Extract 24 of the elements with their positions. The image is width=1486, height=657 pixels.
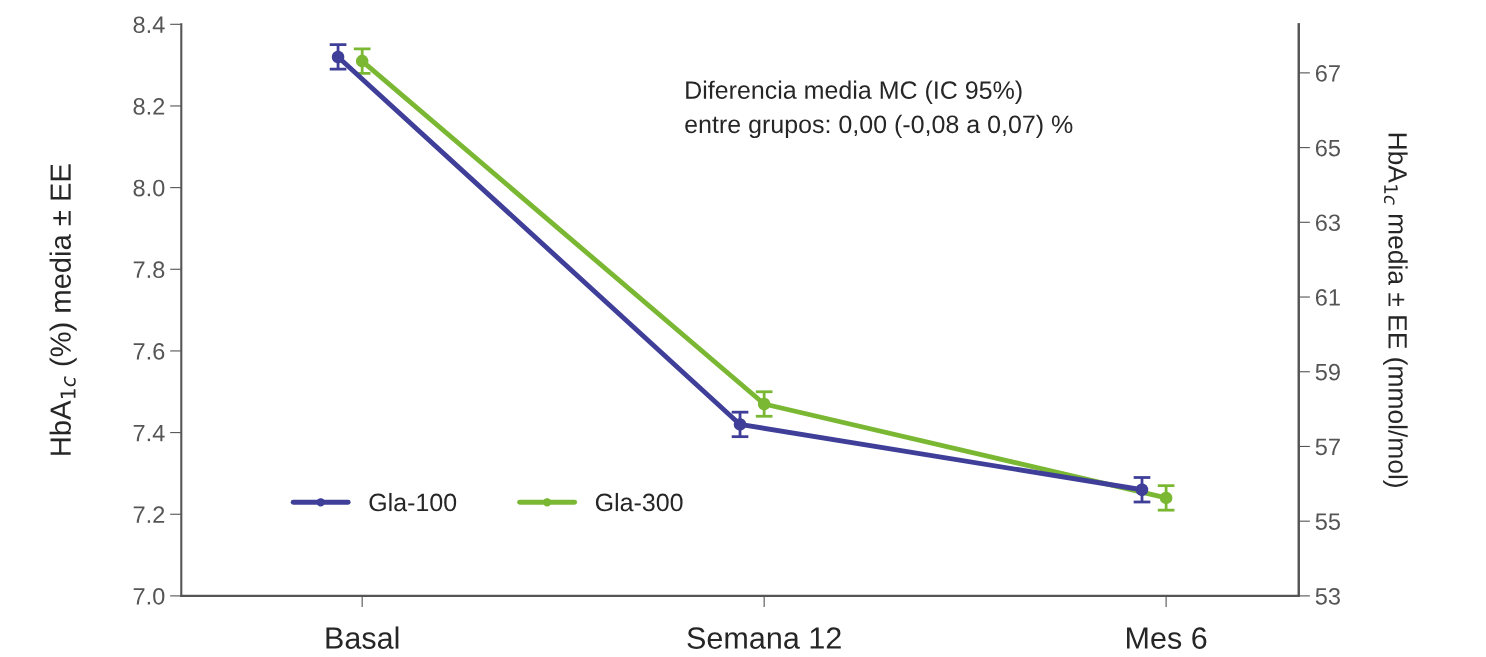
y-tick-label: 7.2	[133, 506, 165, 523]
legend-label: Gla-100	[369, 492, 457, 512]
x-tick-label: Semana 12	[687, 627, 841, 649]
y2-axis-title: HbA$_{1c}$ media ± EE (mmol/mol)	[1383, 133, 1408, 487]
y-tick-label: 7.4	[133, 424, 165, 442]
y2-tick-label: 59	[1315, 363, 1340, 381]
y2-tick-label: 57	[1315, 438, 1340, 456]
x-tick-label: Mes 6	[1127, 627, 1207, 649]
legend-label: Gla-300	[595, 492, 683, 512]
y2-tick-label: 61	[1315, 289, 1340, 306]
y-tick-label: 7.6	[133, 343, 165, 360]
y-axis-title: HbA$_{1c}$ (%) media ± EE	[49, 164, 77, 455]
y2-tick-label: 55	[1315, 513, 1341, 530]
y-tick-label: 7.0	[133, 587, 165, 605]
y2-tick-label: 65	[1315, 139, 1341, 157]
y2-tick-label: 63	[1315, 214, 1340, 232]
y-tick-label: 8.0	[133, 179, 165, 197]
y-tick-label: 8.2	[133, 98, 165, 115]
y2-tick-label: 53	[1315, 587, 1340, 605]
y2-tick-label: 67	[1315, 64, 1340, 82]
y-tick-label: 7.8	[133, 261, 165, 279]
y-tick-label: 8.4	[133, 16, 165, 34]
annotation: Diferencia media MC (IC 95%) entre grupos: 0,00 (-0,08 a 0,07) %	[685, 80, 1073, 139]
x-tick-label: Basal	[326, 626, 399, 649]
